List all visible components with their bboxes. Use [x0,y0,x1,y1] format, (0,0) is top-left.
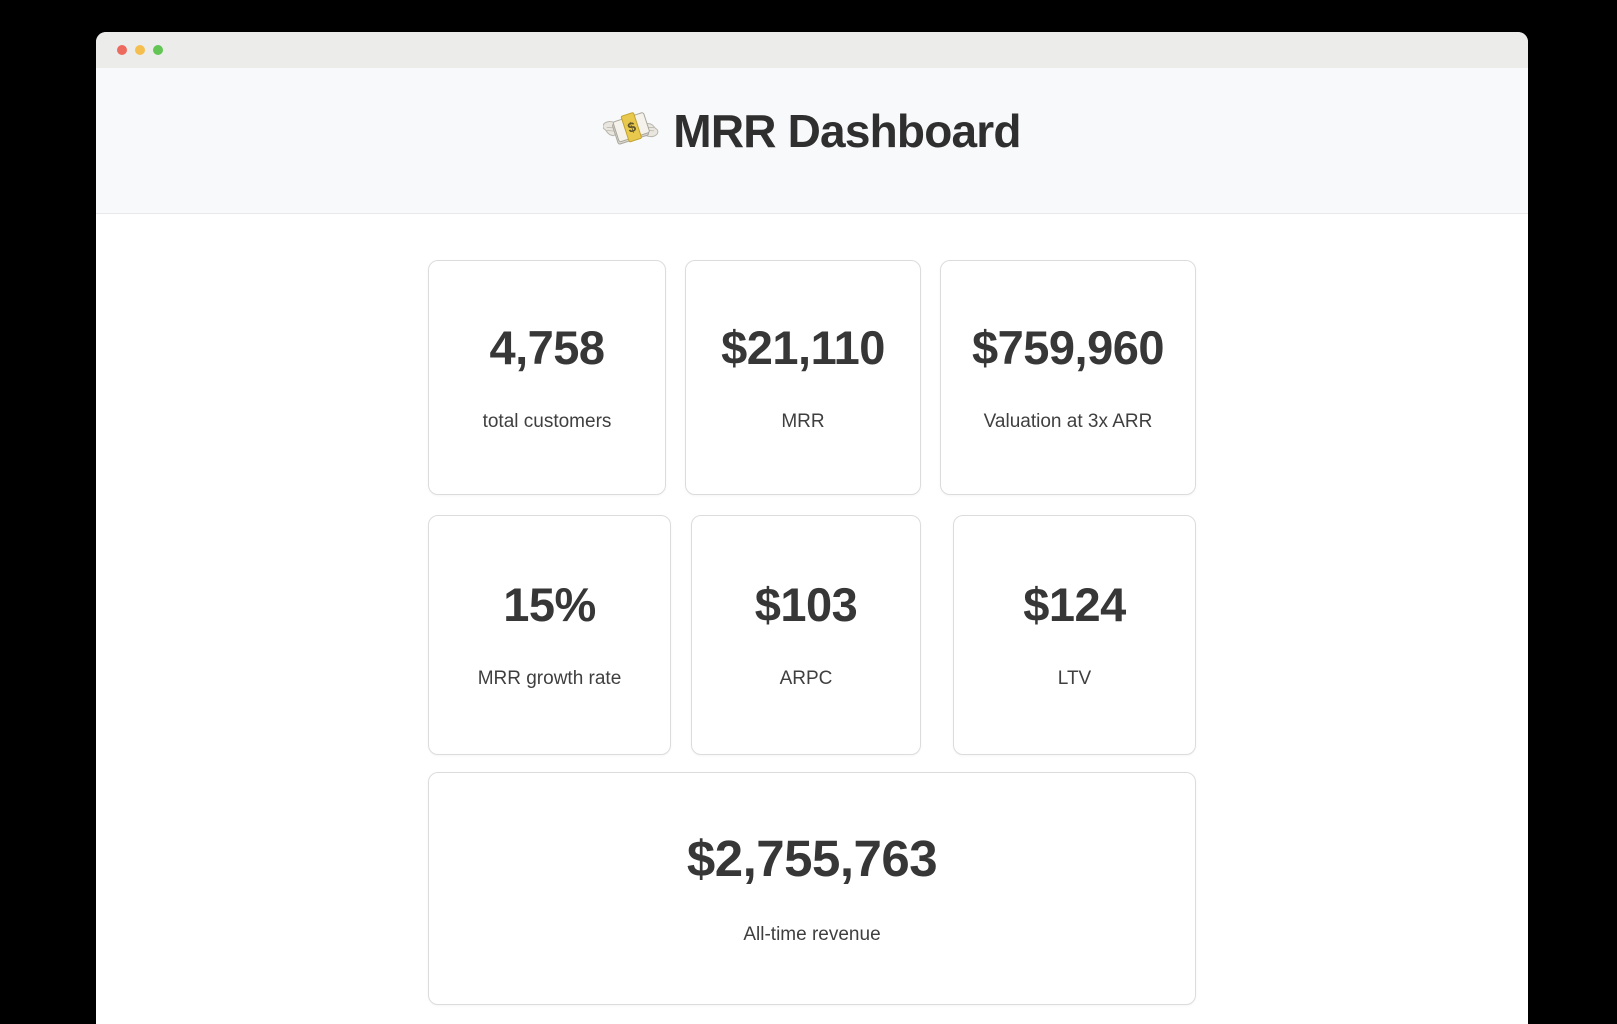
metric-value: 4,758 [489,320,605,374]
metric-card-total-customers: 4,758 total customers [428,260,666,495]
metrics-row-1: 4,758 total customers $21,110 MRR $759,9… [428,260,1196,495]
metric-card-arpc: $103 ARPC [691,515,921,755]
page-title: $ MRR Dashboard [603,104,1022,158]
metric-card-all-time-revenue: $2,755,763 All-time revenue [428,772,1196,1005]
window-controls [117,45,163,55]
page-title-text: MRR Dashboard [673,104,1021,157]
metrics-row-2: 15% MRR growth rate $103 ARPC $124 LTV [428,515,1196,755]
metric-card-ltv: $124 LTV [953,515,1196,755]
metric-label: MRR [781,410,825,432]
metric-value: $21,110 [721,320,885,374]
metric-label: ARPC [779,668,833,689]
zoom-button[interactable] [153,45,163,55]
metric-label: Valuation at 3x ARR [983,410,1153,432]
window-titlebar [96,32,1528,68]
metric-value: $2,755,763 [686,829,938,887]
metric-label: LTV [1057,668,1092,689]
money-with-wings-icon: $ [603,111,659,144]
dashboard-content: 4,758 total customers $21,110 MRR $759,9… [96,214,1528,1005]
metric-label: total customers [482,410,612,432]
metric-card-mrr: $21,110 MRR [685,260,921,495]
metric-card-valuation: $759,960 Valuation at 3x ARR [940,260,1196,495]
metric-value: $124 [1023,578,1126,631]
metric-value: $103 [754,578,858,631]
metric-card-mrr-growth-rate: 15% MRR growth rate [428,515,671,755]
metric-value: 15% [503,578,596,631]
minimize-button[interactable] [135,45,145,55]
metric-label: All-time revenue [743,923,881,945]
close-button[interactable] [117,45,127,55]
metric-value: $759,960 [971,320,1165,374]
metric-label: MRR growth rate [477,668,622,689]
page-header: $ MRR Dashboard [96,68,1528,214]
browser-window: $ MRR Dashboard 4,758 total customers $2… [96,32,1528,1024]
